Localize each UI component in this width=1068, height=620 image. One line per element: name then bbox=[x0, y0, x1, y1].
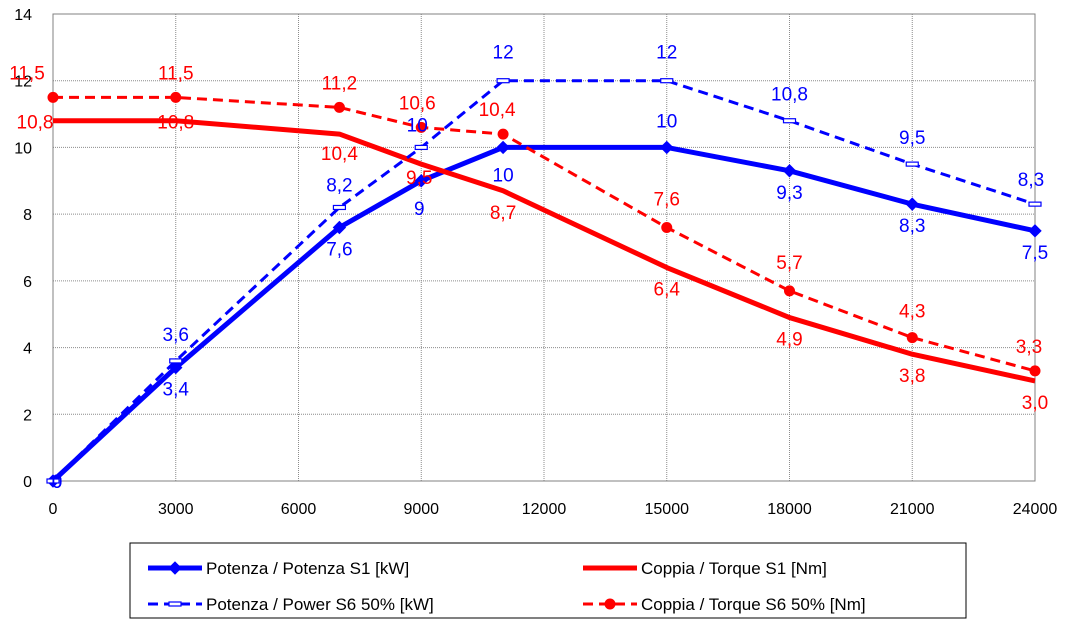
data-label: 9,5 bbox=[406, 168, 432, 189]
circle-marker bbox=[604, 598, 616, 610]
legend-label: Potenza / Power S6 50% [kW] bbox=[206, 595, 434, 614]
circle-marker bbox=[333, 101, 345, 113]
dash-marker bbox=[414, 144, 428, 151]
y-tick-label: 14 bbox=[14, 7, 32, 24]
data-label: 9,3 bbox=[776, 183, 802, 204]
data-label: 3,6 bbox=[163, 325, 189, 346]
series-line bbox=[53, 118, 1036, 384]
x-tick-label: 15000 bbox=[645, 501, 690, 518]
data-label: 3,3 bbox=[1016, 337, 1042, 358]
data-label: 9 bbox=[414, 199, 425, 220]
x-tick-label: 21000 bbox=[890, 501, 935, 518]
data-label: 11,5 bbox=[158, 63, 194, 84]
data-label: 10 bbox=[656, 111, 677, 132]
y-tick-label: 8 bbox=[23, 207, 32, 224]
data-label: 7,6 bbox=[654, 189, 680, 210]
series-3 bbox=[47, 91, 1041, 377]
data-labels: 0 3,4 7,6 9 10 10 9,3 8,3 7,5 10,8 10,8 10,4 9,5 8,7 6… bbox=[9, 43, 1048, 493]
dash-marker bbox=[46, 478, 60, 484]
series-0 bbox=[46, 140, 1042, 488]
data-label: 8,3 bbox=[899, 216, 925, 237]
series-1 bbox=[53, 118, 1036, 384]
legend-box bbox=[129, 542, 967, 619]
y-tick-label: 12 bbox=[14, 74, 32, 91]
data-label: 10,4 bbox=[479, 100, 516, 121]
plot-area bbox=[52, 13, 1036, 482]
y-tick-label: 10 bbox=[14, 140, 32, 157]
legend: Potenza / Potenza S1 [kW] Coppia / Torque… bbox=[129, 542, 967, 619]
data-label: 6,4 bbox=[654, 280, 681, 301]
series-line bbox=[51, 79, 1036, 483]
diamond-marker bbox=[1028, 224, 1042, 238]
data-label: 11,5 bbox=[9, 63, 45, 84]
diamond-marker bbox=[414, 174, 428, 188]
legend-label: Potenza / Potenza S1 [kW] bbox=[206, 559, 409, 578]
data-label: 11,2 bbox=[322, 73, 358, 94]
dash-marker bbox=[905, 161, 919, 167]
data-label: 3,4 bbox=[163, 380, 190, 401]
circle-marker bbox=[784, 285, 795, 297]
dash-marker bbox=[332, 204, 347, 211]
dash-marker bbox=[782, 118, 797, 124]
circle-marker bbox=[47, 91, 59, 103]
data-label: 9,5 bbox=[899, 128, 925, 149]
data-label: 10,8 bbox=[157, 113, 194, 134]
data-label: 7,6 bbox=[326, 239, 352, 260]
x-tick-label: 18000 bbox=[767, 501, 812, 518]
legend-label: Coppia / Torque S1 [Nm] bbox=[641, 559, 827, 578]
dash-marker bbox=[169, 358, 183, 364]
gridlines bbox=[53, 14, 1035, 481]
dash-marker bbox=[168, 601, 182, 607]
data-label: 5,7 bbox=[776, 253, 802, 274]
axis-ticks: 0 2 4 6 8 10 12 14 0 3000 6000 9000 12000 15000 18000 2… bbox=[14, 7, 1057, 518]
circle-marker bbox=[1029, 365, 1041, 377]
data-label: 8,7 bbox=[490, 203, 516, 224]
data-label: 10 bbox=[493, 165, 514, 186]
circle-marker bbox=[415, 121, 427, 133]
y-tick-label: 2 bbox=[23, 407, 32, 424]
x-tick-label: 24000 bbox=[1013, 501, 1058, 518]
series-2 bbox=[46, 78, 1042, 484]
diamond-marker bbox=[905, 197, 919, 211]
data-label: 8,3 bbox=[1018, 170, 1044, 191]
data-label: 10 bbox=[407, 115, 428, 136]
data-label: 12 bbox=[656, 43, 677, 64]
diamond-marker bbox=[332, 220, 347, 235]
legend-label: Coppia / Torque S6 50% [Nm] bbox=[641, 595, 866, 614]
data-label: 7,5 bbox=[1022, 243, 1048, 264]
data-label: 0 bbox=[52, 472, 63, 493]
data-label: 4,3 bbox=[899, 302, 925, 323]
data-label: 12 bbox=[493, 43, 514, 64]
x-tick-label: 3000 bbox=[158, 501, 194, 518]
data-label: 10,4 bbox=[321, 144, 358, 165]
x-tick-label: 9000 bbox=[403, 501, 439, 518]
diamond-marker bbox=[168, 561, 182, 575]
y-tick-label: 6 bbox=[23, 274, 32, 291]
diamond-marker bbox=[782, 164, 797, 178]
circle-marker bbox=[661, 221, 673, 233]
series-group bbox=[46, 78, 1042, 488]
data-label: 0 bbox=[52, 472, 63, 493]
data-label: 3,0 bbox=[1022, 393, 1048, 414]
circle-marker bbox=[497, 128, 509, 140]
y-tick-label: 4 bbox=[23, 341, 32, 358]
x-tick-label: 12000 bbox=[522, 501, 567, 518]
diamond-marker bbox=[660, 140, 674, 155]
data-label: 10,8 bbox=[771, 85, 808, 106]
diamond-marker bbox=[496, 140, 510, 155]
dash-marker bbox=[660, 78, 674, 84]
dash-marker bbox=[1028, 201, 1042, 207]
data-label: 8,2 bbox=[326, 175, 352, 196]
x-tick-label: 6000 bbox=[281, 501, 317, 518]
data-label: 10,8 bbox=[17, 113, 54, 134]
circle-marker bbox=[906, 332, 918, 344]
circle-marker bbox=[170, 91, 182, 103]
x-tick-label: 0 bbox=[49, 501, 58, 518]
data-label: 10,6 bbox=[399, 93, 436, 114]
dash-marker bbox=[496, 78, 510, 84]
data-label: 3,8 bbox=[899, 366, 925, 387]
y-tick-label: 0 bbox=[23, 474, 32, 491]
data-label: 4,9 bbox=[776, 330, 802, 351]
